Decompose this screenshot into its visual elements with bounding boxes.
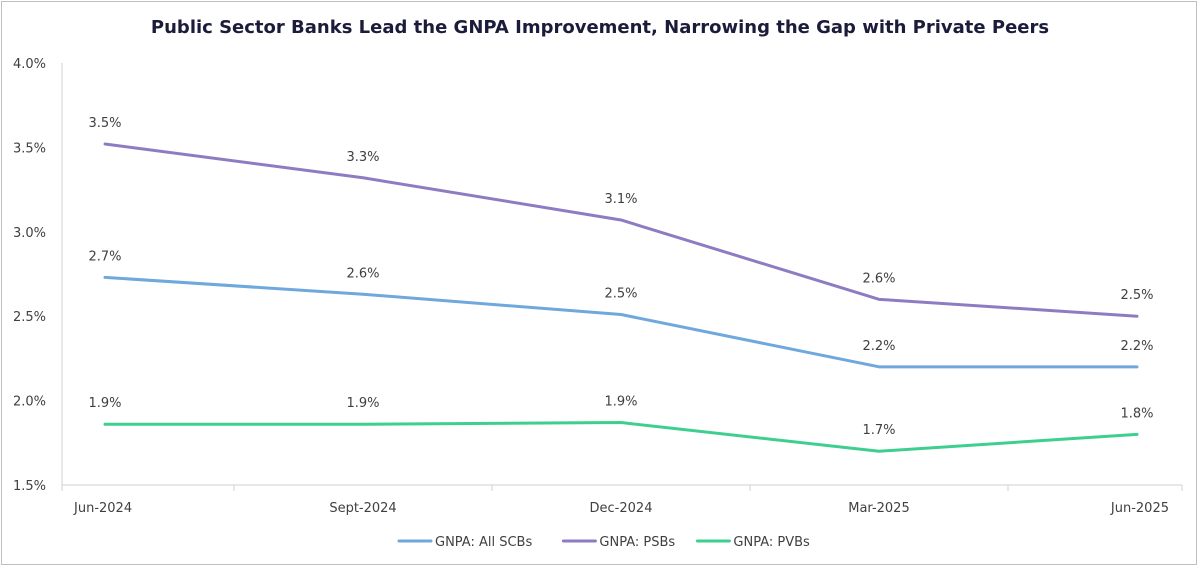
x-tick-label: Mar-2025	[848, 501, 909, 516]
data-labels: 2.7% 2.6% 2.5% 2.2% 2.2% 3.5% 3.3% 3.1% 2.6% 2.5%…	[88, 116, 1153, 438]
data-label: 1.9%	[346, 396, 379, 411]
x-tick-label: Jun-2025	[1110, 501, 1169, 516]
x-tick-label: Dec-2024	[590, 501, 653, 516]
chart-title: Public Sector Banks Lead the GNPA Improv…	[150, 17, 1050, 38]
data-label: 1.8%	[1120, 406, 1153, 421]
data-label: 2.2%	[862, 339, 895, 354]
data-label: 3.3%	[346, 150, 379, 165]
y-tick-label: 4.0%	[13, 57, 46, 72]
data-label: 1.9%	[88, 396, 121, 411]
data-label: 3.5%	[88, 116, 121, 131]
y-tick-label: 2.5%	[13, 310, 46, 325]
series-line	[103, 421, 1139, 453]
legend: GNPA: All SCBs GNPA: PSBs GNPA: PVBs	[397, 535, 810, 550]
legend-label: GNPA: PSBs	[599, 535, 675, 550]
y-tick-label: 3.5%	[13, 141, 46, 156]
data-label: 2.6%	[862, 271, 895, 286]
series-line	[103, 275, 1139, 369]
data-label: 2.6%	[346, 266, 379, 281]
data-label: 2.5%	[604, 287, 637, 302]
axes: 1.5% 2.0% 2.5% 3.0% 3.5% 4.0% Jun-2024 Sept-202…	[13, 57, 1183, 516]
legend-label: GNPA: All SCBs	[435, 535, 532, 550]
series-line	[103, 142, 1139, 318]
y-tick-label: 1.5%	[13, 479, 46, 494]
data-label: 2.7%	[88, 249, 121, 264]
data-label: 3.1%	[604, 192, 637, 207]
x-tick-label: Sept-2024	[329, 501, 396, 516]
legend-label: GNPA: PVBs	[733, 535, 810, 550]
y-tick-label: 3.0%	[13, 226, 46, 241]
series-lines	[103, 142, 1139, 453]
data-label: 2.2%	[1120, 339, 1153, 354]
y-tick-label: 2.0%	[13, 395, 46, 410]
data-label: 1.9%	[604, 395, 637, 410]
x-tick-label: Jun-2024	[73, 501, 132, 516]
data-label: 1.7%	[862, 423, 895, 438]
data-label: 2.5%	[1120, 288, 1153, 303]
